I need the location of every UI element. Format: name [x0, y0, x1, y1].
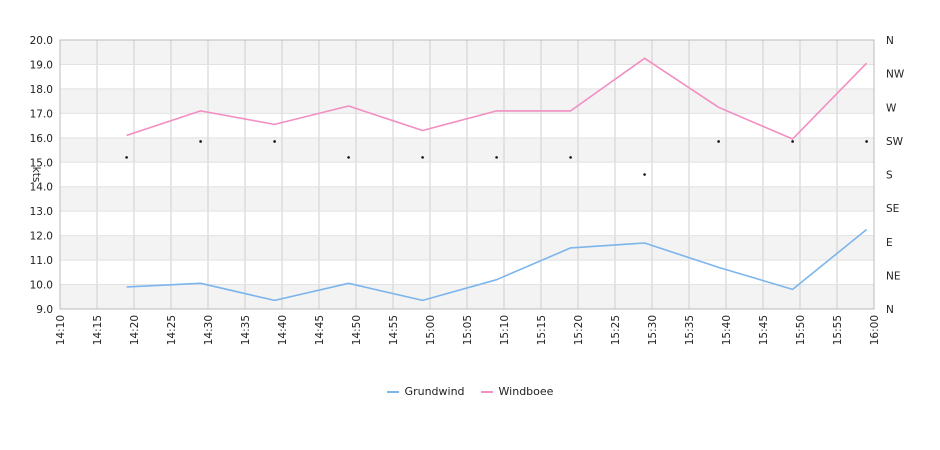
y-tick-label: 9.0: [36, 304, 53, 316]
chart-plot: 9.0 10.0 11.0 12.0 13.0 14.0 15.0 16.0 17.0 18.0 1…: [30, 35, 905, 345]
x-tick-label: 15:00: [425, 315, 437, 345]
x-tick-label: 14:25: [166, 315, 178, 345]
chart-legend: Grundwind Windboee: [0, 385, 940, 398]
direction-point: [569, 156, 572, 159]
x-tick-label: 14:55: [388, 315, 400, 345]
x-tick-label: 14:20: [129, 315, 141, 345]
series-line-windboee: [126, 57, 868, 140]
y-tick-label: 16.0: [30, 133, 53, 145]
y-tick-label: 10.0: [30, 280, 53, 292]
x-tick-label: 14:50: [351, 315, 363, 345]
right-axis-label: SW: [886, 136, 904, 148]
right-axis-label: S: [886, 170, 893, 182]
x-tick-label: 15:55: [832, 315, 844, 345]
direction-point: [865, 140, 868, 143]
x-tick-label: 15:10: [499, 315, 511, 345]
x-tick-label: 15:35: [684, 315, 696, 345]
direction-point: [273, 140, 276, 143]
legend-item-windboee[interactable]: Windboee: [480, 385, 554, 398]
series-line-grundwind: [126, 228, 868, 302]
right-axis-label: N: [886, 304, 894, 316]
right-axis-label: SE: [886, 203, 899, 215]
x-tick-label: 14:30: [203, 315, 215, 345]
y-tick-label: 18.0: [30, 84, 53, 96]
direction-point: [717, 140, 720, 143]
direction-point: [125, 156, 128, 159]
direction-point: [199, 140, 202, 143]
right-axis-label: NE: [886, 270, 901, 282]
legend-label: Grundwind: [404, 385, 465, 398]
y-tick-label: 12.0: [30, 231, 53, 243]
x-tick-label: 14:10: [55, 315, 67, 345]
x-tick-label: 16:00: [869, 315, 881, 345]
y-tick-label: 19.0: [30, 59, 53, 71]
x-tick-label: 15:50: [795, 315, 807, 345]
y-tick-label: 20.0: [30, 35, 53, 47]
x-tick-label: 14:40: [277, 315, 289, 345]
right-axis-label: N: [886, 35, 894, 47]
x-tick-label: 15:05: [462, 315, 474, 345]
legend-swatch: [386, 390, 399, 393]
x-tick-label: 15:25: [610, 315, 622, 345]
direction-point: [791, 140, 794, 143]
x-tick-label: 14:15: [92, 315, 104, 345]
legend-label: Windboee: [498, 385, 554, 398]
y-tick-label: 11.0: [30, 255, 53, 267]
legend-item-grundwind[interactable]: Grundwind: [386, 385, 465, 398]
y-tick-label: 15.0: [30, 157, 53, 169]
right-axis-label: NW: [886, 69, 905, 81]
legend-swatch: [480, 390, 493, 393]
y-tick-label: 14.0: [30, 182, 53, 194]
y-tick-label: 13.0: [30, 206, 53, 218]
right-axis-label: E: [886, 237, 893, 249]
plot-frame: [59, 39, 875, 310]
y-tick-label: 17.0: [30, 108, 53, 120]
direction-point: [495, 156, 498, 159]
direction-point: [347, 156, 350, 159]
x-tick-label: 15:30: [647, 315, 659, 345]
x-tick-label: 15:40: [721, 315, 733, 345]
direction-point: [421, 156, 424, 159]
y-axis-title: kts: [30, 167, 42, 183]
x-tick-label: 14:35: [240, 315, 252, 345]
direction-point: [643, 173, 646, 176]
x-tick-label: 15:15: [536, 315, 548, 345]
x-tick-label: 15:20: [573, 315, 585, 345]
x-tick-label: 14:45: [314, 315, 326, 345]
x-tick-label: 15:45: [758, 315, 770, 345]
right-axis-label: W: [886, 102, 897, 114]
